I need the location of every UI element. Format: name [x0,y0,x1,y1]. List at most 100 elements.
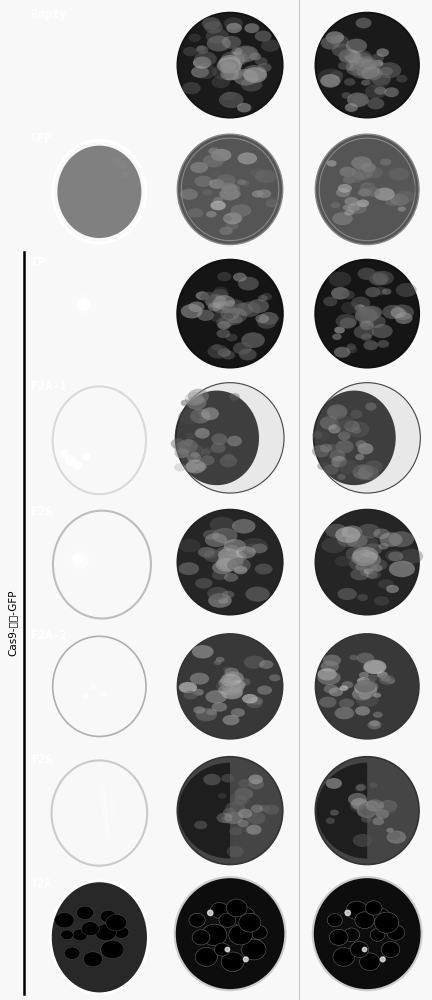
Ellipse shape [226,899,247,917]
Ellipse shape [258,295,268,301]
Ellipse shape [212,76,230,88]
Ellipse shape [239,349,257,360]
Ellipse shape [362,660,385,674]
Ellipse shape [185,392,204,405]
Ellipse shape [391,305,414,320]
Ellipse shape [255,564,273,575]
Ellipse shape [349,556,373,571]
Ellipse shape [241,180,250,186]
Ellipse shape [343,176,356,184]
Ellipse shape [352,688,372,701]
Ellipse shape [226,62,236,68]
Ellipse shape [370,273,388,285]
Ellipse shape [187,433,196,439]
Ellipse shape [202,17,221,30]
Point [379,951,386,967]
Ellipse shape [229,393,240,401]
Ellipse shape [214,287,228,296]
Ellipse shape [216,57,241,73]
Ellipse shape [184,691,198,700]
Ellipse shape [370,564,382,572]
Ellipse shape [362,66,382,80]
Ellipse shape [360,182,375,192]
Ellipse shape [241,939,266,960]
Ellipse shape [227,554,243,564]
Ellipse shape [174,463,186,471]
Ellipse shape [316,431,330,441]
Ellipse shape [345,103,358,112]
Ellipse shape [220,674,241,687]
Ellipse shape [374,188,395,201]
Ellipse shape [346,901,368,920]
Ellipse shape [358,268,376,280]
Ellipse shape [221,51,245,68]
Ellipse shape [219,55,241,69]
Point [89,678,96,694]
Ellipse shape [194,821,207,829]
Ellipse shape [367,686,377,693]
Ellipse shape [314,383,420,493]
Ellipse shape [219,188,240,200]
Ellipse shape [238,302,261,317]
Ellipse shape [196,46,209,54]
Ellipse shape [190,162,208,173]
Ellipse shape [221,554,238,565]
Ellipse shape [245,587,270,602]
Ellipse shape [204,21,223,33]
Ellipse shape [265,197,278,205]
Ellipse shape [261,293,272,300]
Ellipse shape [382,288,391,295]
Ellipse shape [223,666,232,672]
Ellipse shape [178,13,283,118]
Ellipse shape [351,156,372,169]
Ellipse shape [357,685,377,697]
Ellipse shape [178,510,283,615]
Ellipse shape [216,657,225,662]
Ellipse shape [357,63,380,79]
Text: Empty: Empty [31,8,66,21]
Ellipse shape [224,17,243,30]
Ellipse shape [216,558,238,572]
Ellipse shape [192,930,210,945]
Ellipse shape [214,943,230,956]
Ellipse shape [245,23,259,33]
Ellipse shape [373,60,383,67]
Ellipse shape [361,801,380,813]
Ellipse shape [194,64,217,79]
Ellipse shape [387,679,395,684]
Ellipse shape [370,720,380,726]
Ellipse shape [361,333,372,341]
Ellipse shape [227,436,242,446]
Ellipse shape [212,528,238,544]
Ellipse shape [320,416,339,430]
Ellipse shape [378,62,401,78]
Ellipse shape [356,18,372,28]
Ellipse shape [222,591,235,598]
Ellipse shape [213,660,222,665]
Ellipse shape [350,569,369,580]
Ellipse shape [220,307,240,320]
Ellipse shape [367,315,386,328]
Ellipse shape [219,556,239,569]
Ellipse shape [363,543,382,555]
Ellipse shape [326,31,344,44]
Point [122,167,129,183]
Ellipse shape [211,289,229,301]
Ellipse shape [335,556,352,567]
Ellipse shape [226,557,243,568]
Ellipse shape [216,813,232,823]
Point [83,448,90,464]
Ellipse shape [195,947,217,966]
Ellipse shape [233,46,258,62]
Ellipse shape [355,680,376,693]
Ellipse shape [225,187,234,193]
Ellipse shape [255,170,276,183]
Ellipse shape [362,804,381,817]
Ellipse shape [222,351,235,360]
Ellipse shape [355,454,364,460]
Ellipse shape [247,812,266,824]
Ellipse shape [386,585,399,593]
Ellipse shape [352,550,377,566]
Ellipse shape [207,345,229,359]
Ellipse shape [329,687,343,696]
